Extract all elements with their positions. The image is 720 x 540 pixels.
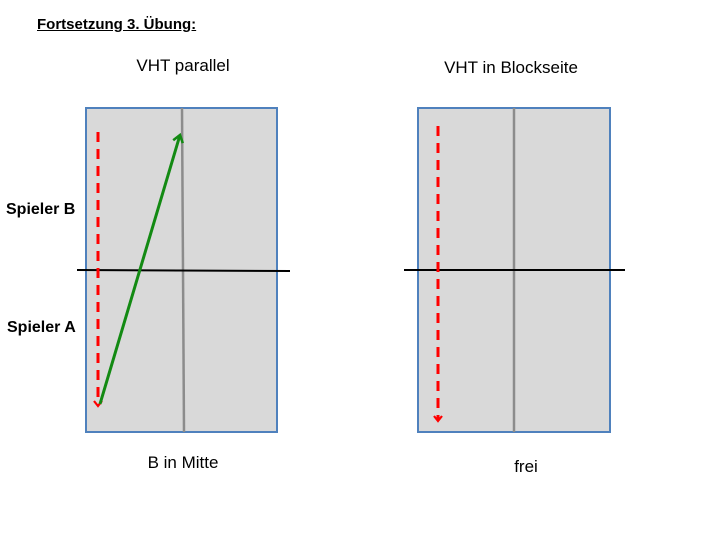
left-table-net (76, 269, 291, 272)
left-diagram-caption: B in Mitte (147, 453, 219, 472)
page-heading: Fortsetzung 3. Übung: (37, 16, 197, 33)
player-b-label: Spieler B (6, 201, 76, 218)
left-table (76, 107, 291, 433)
green-arrow-icon (98, 135, 180, 405)
right-table (404, 107, 625, 433)
right-diagram-caption: frei (514, 457, 538, 476)
right-diagram-title: VHT in Blockseite (444, 58, 578, 77)
left-diagram-title: VHT parallel (136, 56, 230, 75)
player-a-label: Spieler A (7, 319, 76, 336)
